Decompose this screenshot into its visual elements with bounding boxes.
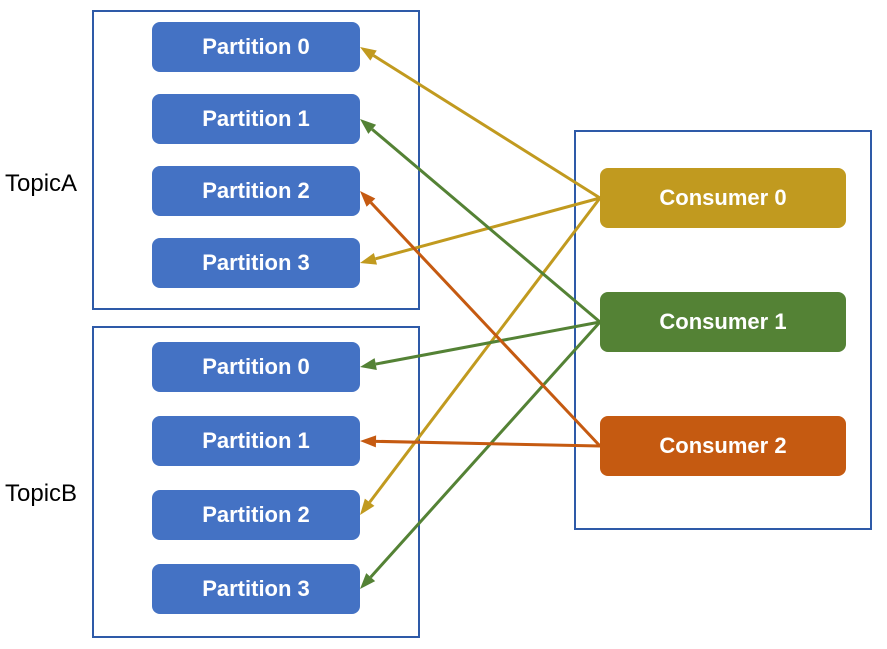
topic-label: TopicB: [5, 480, 77, 508]
partition: Partition 3: [152, 564, 360, 614]
partition: Partition 0: [152, 22, 360, 72]
topic-label: TopicA: [5, 170, 77, 198]
consumer: Consumer 0: [600, 168, 846, 228]
partition: Partition 1: [152, 416, 360, 466]
partition: Partition 3: [152, 238, 360, 288]
consumer: Consumer 2: [600, 416, 846, 476]
partition: Partition 2: [152, 166, 360, 216]
partition: Partition 2: [152, 490, 360, 540]
partition: Partition 1: [152, 94, 360, 144]
diagram-stage: TopicA Partition 0 Partition 1 Partition 2 P…: [0, 0, 887, 649]
partition: Partition 0: [152, 342, 360, 392]
consumer: Consumer 1: [600, 292, 846, 352]
